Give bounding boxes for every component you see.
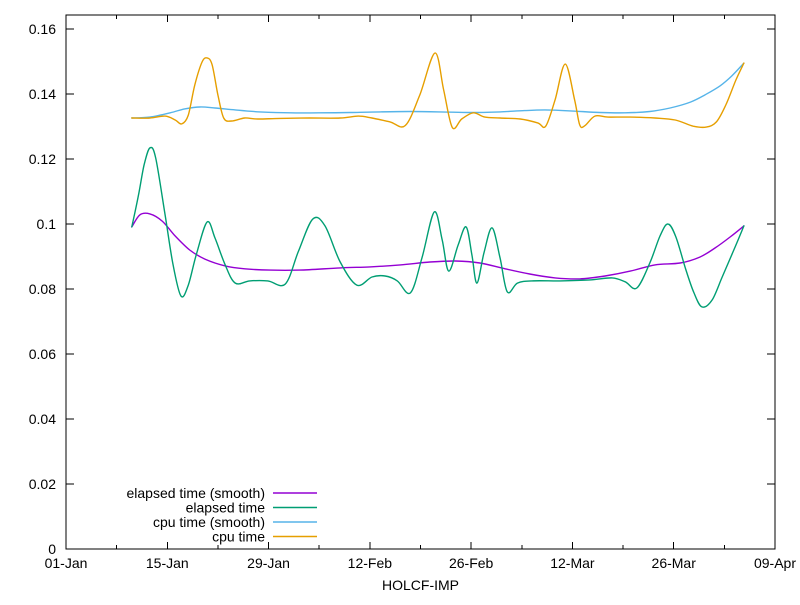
legend-label-elapsed-time: elapsed time <box>186 500 266 516</box>
y-tick-label: 0.14 <box>29 86 56 102</box>
legend-label-cpu-time: cpu time <box>212 529 265 545</box>
series-line-cpu-time <box>131 52 745 130</box>
y-tick-label: 0.1 <box>37 216 57 232</box>
x-tick-label: 15-Jan <box>146 555 189 571</box>
x-tick-label: 26-Feb <box>449 555 494 571</box>
y-tick-label: 0.06 <box>29 346 56 362</box>
x-tick-label: 12-Feb <box>348 555 393 571</box>
x-tick-label: 09-Apr <box>754 555 796 571</box>
y-tick-label: 0.02 <box>29 476 56 492</box>
y-tick-label: 0 <box>48 541 56 557</box>
x-axis-label: HOLCF-IMP <box>382 577 459 593</box>
legend-label-elapsed-time-smooth: elapsed time (smooth) <box>126 485 265 501</box>
y-tick-label: 0.04 <box>29 411 56 427</box>
x-tick-label: 26-Mar <box>652 555 697 571</box>
series-line-cpu-time-smooth <box>131 62 745 119</box>
series-line-elapsed-time <box>131 146 745 308</box>
y-tick-label: 0.16 <box>29 21 56 37</box>
legend-label-cpu-time-smooth: cpu time (smooth) <box>153 514 265 530</box>
x-tick-label: 01-Jan <box>45 555 88 571</box>
series-line-elapsed-time-smooth <box>131 212 745 280</box>
y-tick-label: 0.12 <box>29 151 56 167</box>
y-tick-label: 0.08 <box>29 281 56 297</box>
x-tick-label: 29-Jan <box>247 555 290 571</box>
x-tick-label: 12-Mar <box>550 555 595 571</box>
